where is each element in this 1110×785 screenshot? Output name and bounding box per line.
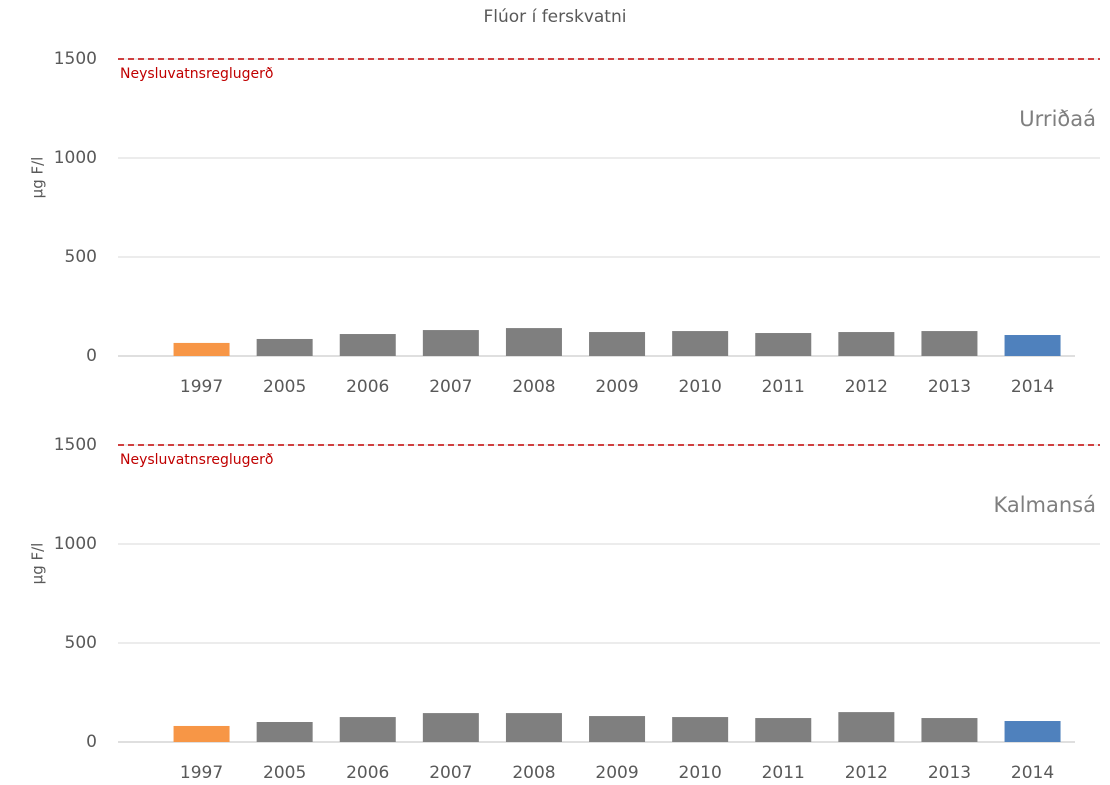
x-tick-label: 2014 <box>1011 763 1054 783</box>
bar <box>838 332 895 356</box>
bar <box>672 717 729 742</box>
x-tick-label: 2009 <box>595 763 638 783</box>
bar <box>1004 721 1061 742</box>
y-tick-label: 1000 <box>54 534 97 554</box>
x-tick-label: 2007 <box>429 377 472 397</box>
x-tick-label: 2006 <box>346 377 389 397</box>
x-tick-label: 1997 <box>180 377 223 397</box>
x-tick-label: 2014 <box>1011 377 1054 397</box>
bar <box>672 331 729 356</box>
annotation: Urriðaá <box>1019 107 1096 131</box>
bar <box>422 713 479 742</box>
x-tick-label: 2013 <box>928 377 971 397</box>
bar <box>339 334 396 356</box>
bar <box>256 722 313 742</box>
y-axis-label: µg F/l <box>29 543 47 585</box>
bar <box>339 717 396 742</box>
x-tick-label: 2008 <box>512 377 555 397</box>
bar <box>505 328 562 356</box>
x-tick-label: 2008 <box>512 763 555 783</box>
x-tick-label: 1997 <box>180 763 223 783</box>
y-tick-label: 500 <box>65 247 97 267</box>
y-tick-label: 500 <box>65 633 97 653</box>
annotation: Kalmansá <box>993 493 1096 517</box>
x-tick-label: 2007 <box>429 763 472 783</box>
bar <box>505 713 562 742</box>
y-tick-label: 0 <box>86 732 97 752</box>
y-tick-label: 1000 <box>54 148 97 168</box>
reference-label: Neysluvatnsreglugerð <box>120 452 273 468</box>
y-tick-label: 1500 <box>54 49 97 69</box>
bar <box>755 718 812 742</box>
y-axis-label: µg F/l <box>29 157 47 199</box>
x-tick-label: 2012 <box>845 377 888 397</box>
reference-label: Neysluvatnsreglugerð <box>120 66 273 82</box>
bar <box>256 338 313 356</box>
y-tick-label: 0 <box>86 346 97 366</box>
x-tick-label: 2011 <box>762 763 805 783</box>
chart-title: Flúor í ferskvatni <box>484 7 627 27</box>
bar <box>589 716 646 742</box>
bar <box>755 333 812 356</box>
bar <box>838 712 895 742</box>
x-tick-label: 2006 <box>346 763 389 783</box>
y-tick-label: 1500 <box>54 435 97 455</box>
bar <box>173 342 230 356</box>
bar <box>1004 335 1061 356</box>
x-tick-label: 2005 <box>263 763 306 783</box>
x-tick-label: 2010 <box>679 377 722 397</box>
bar <box>422 330 479 356</box>
x-tick-label: 2013 <box>928 763 971 783</box>
bar <box>589 332 646 356</box>
bar <box>921 718 978 742</box>
bar <box>173 725 230 742</box>
bar <box>921 331 978 356</box>
x-tick-label: 2010 <box>679 763 722 783</box>
x-tick-label: 2011 <box>762 377 805 397</box>
x-tick-label: 2012 <box>845 763 888 783</box>
x-tick-label: 2009 <box>595 377 638 397</box>
x-tick-label: 2005 <box>263 377 306 397</box>
